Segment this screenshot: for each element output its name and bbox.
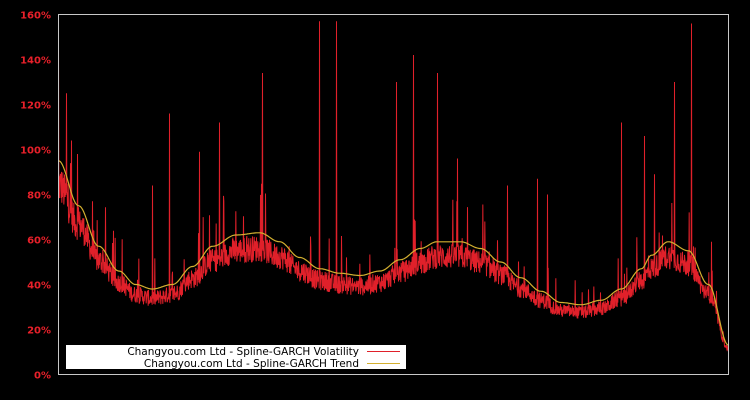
- legend-label-trend: Changyou.com Ltd - Spline-GARCH Trend: [144, 358, 359, 370]
- y-tick-label: 160%: [20, 11, 51, 22]
- y-tick-label: 120%: [20, 101, 51, 112]
- y-tick-label: 60%: [27, 236, 51, 247]
- y-tick-label: 20%: [27, 326, 51, 337]
- y-tick-label: 0%: [34, 371, 51, 382]
- y-tick-label: 100%: [20, 146, 51, 157]
- trend-series-line: [58, 160, 729, 346]
- volatility-series-line: [58, 21, 729, 352]
- y-tick-label: 40%: [27, 281, 51, 292]
- plot-area: [58, 21, 729, 352]
- y-tick-label: 140%: [20, 56, 51, 67]
- legend-label-volatility: Changyou.com Ltd - Spline-GARCH Volatili…: [127, 346, 359, 358]
- plot-frame: [58, 14, 729, 375]
- y-tick-label: 80%: [27, 191, 51, 202]
- chart-legend: Changyou.com Ltd - Spline-GARCH Volatili…: [66, 345, 406, 370]
- y-axis-tick-labels: 0% 20% 40% 60% 80% 100% 120% 140% 160%: [20, 11, 51, 382]
- legend-box: [66, 345, 406, 369]
